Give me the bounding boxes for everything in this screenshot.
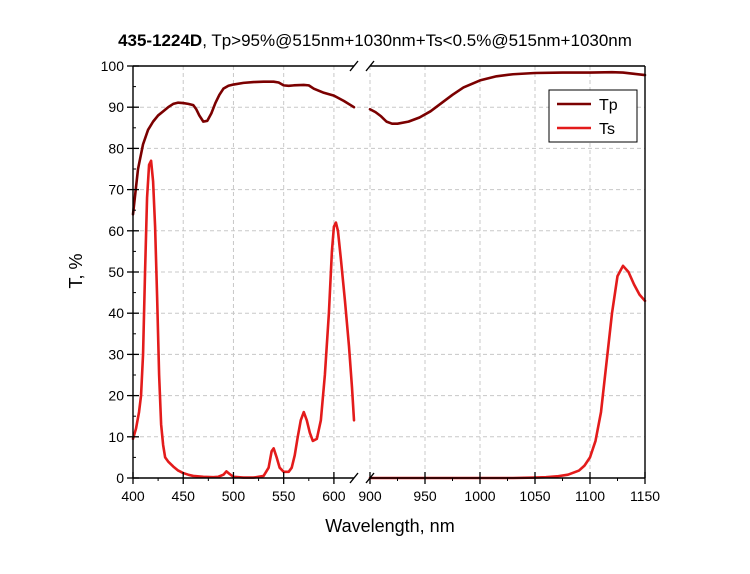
x-axis-label: Wavelength, nm	[325, 516, 454, 536]
x-tick-label: 950	[413, 488, 437, 504]
grid	[133, 66, 645, 478]
axis-break-mark	[349, 60, 359, 72]
y-tick-label: 90	[108, 99, 124, 115]
x-tick-label: 1150	[630, 488, 660, 504]
x-tick-label: 1100	[575, 488, 605, 504]
axis-break-mark	[365, 472, 375, 484]
x-tick-label: 550	[272, 488, 296, 504]
chart-title-part-number: 435-1224D	[118, 31, 202, 50]
series-line-tp-left	[131, 80, 356, 216]
x-tick-label: 1000	[464, 488, 495, 504]
x-tick-label: 500	[222, 488, 246, 504]
y-tick-label: 10	[108, 429, 124, 445]
legend-label-ts: Ts	[599, 121, 615, 138]
chart-title: 435-1224D, Tp>95%@515nm+1030nm+Ts<0.5%@5…	[118, 31, 632, 50]
legend-box	[548, 89, 638, 143]
y-tick-label: 0	[116, 470, 124, 486]
axes: 0 10 20 30 40 50 60 70 80 90 100 400 450 500 550 600 900…	[101, 58, 661, 504]
y-axis-label: T, %	[66, 253, 86, 288]
axis-break-mark	[349, 472, 359, 484]
legend-label-tp: Tp	[599, 97, 618, 114]
series-line-tp-right	[368, 70, 647, 125]
x-tick-label: 600	[322, 488, 346, 504]
x-tick-label: 450	[172, 488, 196, 504]
y-tick-label: 80	[108, 140, 124, 156]
y-tick-label: 40	[108, 305, 124, 321]
x-tick-label: 900	[358, 488, 382, 504]
x-tick-label: 1050	[519, 488, 550, 504]
y-tick-label: 70	[108, 182, 124, 198]
y-tick-label: 100	[101, 58, 125, 74]
y-tick-label: 60	[108, 223, 124, 239]
x-tick-label: 400	[121, 488, 145, 504]
y-tick-label: 20	[108, 388, 124, 404]
y-tick-label: 50	[108, 264, 124, 280]
legend: Tp Ts	[548, 89, 638, 143]
series-line-ts-left	[131, 159, 356, 479]
series-line-ts-right	[368, 264, 647, 480]
chart-title-spec: , Tp>95%@515nm+1030nm+Ts<0.5%@515nm+1030…	[202, 31, 632, 50]
y-tick-label: 30	[108, 346, 124, 362]
axis-break-mark	[365, 60, 375, 72]
